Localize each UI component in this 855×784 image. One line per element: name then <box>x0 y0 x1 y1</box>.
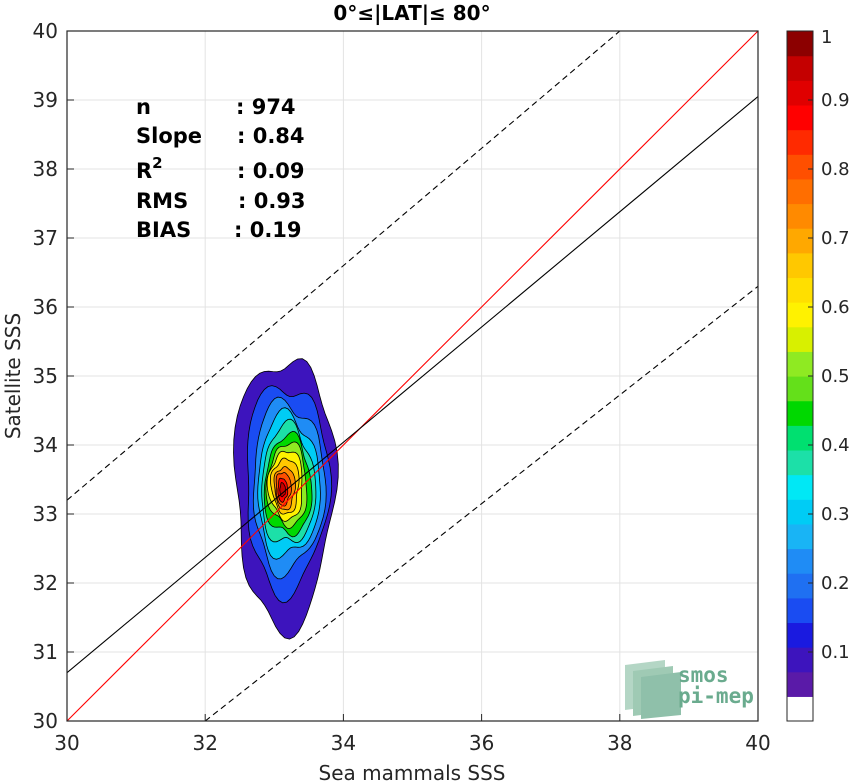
colorbar-tick-label: 1 <box>821 27 832 48</box>
density-contours <box>233 358 339 640</box>
identity-line <box>67 31 758 721</box>
colorbar-tick-label: 0.9 <box>821 90 850 111</box>
y-tick-label: 40 <box>33 19 58 43</box>
colorbar-tick-label: 0.8 <box>821 159 850 180</box>
stat-value: : 0.19 <box>234 218 302 242</box>
colorbar-tick-label: 0.3 <box>821 504 850 525</box>
colorbar-segment <box>787 228 813 254</box>
y-axis-title: Satellite SSS <box>1 313 25 439</box>
y-tick-label: 35 <box>33 364 58 388</box>
stat-value: : 0.09 <box>237 159 305 183</box>
logo-line1: smos <box>678 663 729 687</box>
colorbar-segment <box>787 326 813 352</box>
y-tick-label: 34 <box>33 433 58 457</box>
y-tick-label: 31 <box>33 640 58 664</box>
colorbar-segment <box>787 351 813 377</box>
colorbar-segment <box>787 376 813 402</box>
colorbar-segment <box>787 597 813 624</box>
colorbar-segment <box>787 80 813 106</box>
stat-value: : 974 <box>236 95 296 119</box>
colorbar-tick-label: 0.2 <box>821 573 850 594</box>
stat-label: Slope <box>136 124 202 148</box>
colorbar: 0.1 0.2 0.3 0.4 0.5 0.6 0.7 0.8 0.9 1 <box>786 27 850 722</box>
colorbar-segment <box>787 277 813 303</box>
y-tick-label: 37 <box>33 226 58 250</box>
colorbar-segment <box>787 178 813 205</box>
reference-lines <box>67 31 758 721</box>
colorbar-tick-label: 0.1 <box>821 642 850 663</box>
y-tick-label: 38 <box>33 157 58 181</box>
smos-pimep-logo: smos pi-mep <box>625 660 754 719</box>
x-tick-label: 36 <box>469 731 494 755</box>
regression-line <box>67 96 758 674</box>
colorbar-segment <box>787 203 813 229</box>
stat-label: RMS <box>136 189 188 213</box>
y-tick-label: 30 <box>33 709 58 733</box>
colorbar-segment <box>787 622 813 648</box>
colorbar-segment <box>787 55 813 81</box>
stat-value: : 0.84 <box>237 124 305 148</box>
colorbar-tick-label: 0.7 <box>821 228 850 249</box>
colorbar-segment <box>787 647 813 673</box>
colorbar-tick-label: 0.4 <box>821 435 850 456</box>
y-tick-label: 32 <box>33 571 58 595</box>
colorbar-tick-label: 0.5 <box>821 366 850 387</box>
chart-title: 0°≤|LAT|≤ 80° <box>333 1 490 25</box>
colorbar-segment <box>787 252 813 279</box>
stat-value: : 0.93 <box>238 189 306 213</box>
x-tick-label: 40 <box>745 731 770 755</box>
statistics-annotation: n : 974 Slope : 0.84 R2 : 0.09 RMS : 0.93 BIAS : … <box>136 95 306 242</box>
y-tick-label: 36 <box>33 295 58 319</box>
y-axis: 30 31 32 33 34 35 36 37 38 39 40 <box>33 19 74 733</box>
colorbar-segment <box>787 548 813 574</box>
colorbar-segment <box>787 302 813 328</box>
colorbar-segment <box>787 400 813 426</box>
colorbar-segment <box>787 696 813 722</box>
colorbar-segment <box>787 671 813 697</box>
colorbar-segment <box>787 523 813 550</box>
stat-label: n <box>136 95 151 119</box>
x-axis: 30 32 34 36 38 40 <box>54 714 771 755</box>
colorbar-segment <box>787 129 813 155</box>
colorbar-segment <box>787 425 813 451</box>
colorbar-segment <box>787 104 813 131</box>
logo-graphic-icon <box>625 660 681 719</box>
lower-line <box>204 285 758 721</box>
logo-line2: pi-mep <box>678 684 754 708</box>
stat-label: R2 <box>136 154 163 183</box>
colorbar-segment <box>787 449 813 476</box>
x-tick-label: 34 <box>331 731 356 755</box>
upper-line <box>67 31 621 501</box>
x-tick-label: 30 <box>54 731 79 755</box>
y-tick-label: 39 <box>33 88 58 112</box>
contour-level <box>279 482 286 498</box>
colorbar-tick-label: 0.6 <box>821 297 850 318</box>
colorbar-segment <box>787 474 813 500</box>
x-tick-label: 32 <box>192 731 217 755</box>
y-tick-label: 33 <box>33 502 58 526</box>
colorbar-segment <box>787 573 813 599</box>
colorbar-segment <box>787 31 813 57</box>
colorbar-segment <box>787 154 813 180</box>
x-tick-label: 38 <box>607 731 632 755</box>
x-axis-title: Sea mammals SSS <box>319 761 506 784</box>
colorbar-segment <box>787 499 813 525</box>
stat-label: BIAS <box>136 218 191 242</box>
